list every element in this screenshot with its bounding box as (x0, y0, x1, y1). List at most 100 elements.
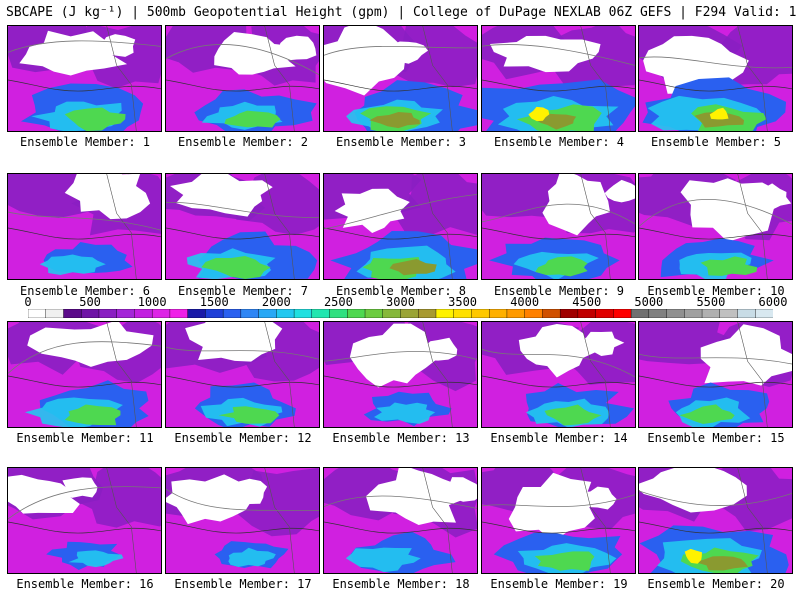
cape-field (224, 110, 281, 128)
colorbar-swatch (506, 309, 526, 318)
colorbar-tick-label: 0 (24, 295, 32, 309)
member-map-16 (7, 467, 162, 574)
cape-field (700, 256, 758, 276)
member-map-2 (165, 25, 320, 132)
colorbar-swatch (169, 309, 189, 318)
state-border (264, 468, 295, 573)
height-contour (639, 353, 792, 365)
colorbar-swatch (205, 309, 224, 318)
zero-cape-area (755, 183, 792, 210)
height-contour (8, 211, 161, 231)
member-map-15 (638, 321, 793, 428)
member-caption: Ensemble Member: 8 (335, 284, 467, 298)
colorbar-swatch (595, 309, 614, 318)
cape-field (709, 107, 729, 120)
colorbar-swatch (524, 309, 543, 318)
zero-cape-area (166, 474, 252, 525)
member-caption: Ensemble Member: 3 (335, 135, 467, 149)
state-border (737, 468, 768, 573)
colorbar-swatch (116, 309, 135, 318)
colorbar-swatch (63, 309, 82, 318)
member-caption: Ensemble Member: 15 (647, 431, 785, 445)
state-border (580, 322, 611, 427)
cape-field (396, 174, 477, 235)
member-caption: Ensemble Member: 11 (16, 431, 154, 445)
zero-cape-area (578, 331, 625, 357)
coastline (639, 521, 792, 534)
colorbar-swatch (151, 309, 171, 318)
state-border (422, 322, 453, 427)
cape-field (695, 556, 749, 571)
coastline (324, 227, 477, 240)
colorbar-tick-label: 6000 (758, 295, 788, 309)
coastline (8, 375, 161, 388)
colorbar-swatch (488, 309, 508, 318)
state-border (264, 322, 295, 427)
height-contour (166, 44, 319, 76)
member-caption: Ensemble Member: 16 (16, 577, 154, 591)
member-map-10 (638, 173, 793, 280)
colorbar-swatch (453, 309, 472, 318)
sbcape-colorbar (28, 309, 773, 318)
cape-field (369, 112, 420, 129)
cape-field (201, 255, 271, 279)
height-contour (482, 494, 635, 507)
colorbar-swatch (613, 309, 632, 318)
zero-cape-area (518, 323, 599, 378)
colorbar-swatch (382, 309, 402, 318)
cape-field (684, 548, 702, 564)
state-border (580, 174, 611, 279)
zero-cape-area (365, 468, 473, 526)
colorbar-swatch (45, 309, 64, 318)
colorbar-tick-label: 2000 (261, 295, 291, 309)
colorbar-swatch (435, 309, 455, 318)
zero-cape-area (277, 35, 317, 61)
member-map-7 (165, 173, 320, 280)
member-caption: Ensemble Member: 19 (490, 577, 628, 591)
member-caption: Ensemble Member: 7 (177, 284, 309, 298)
height-contour (324, 45, 477, 56)
height-contour (8, 40, 161, 53)
coastline (482, 521, 635, 534)
zero-cape-area (170, 174, 273, 217)
zero-cape-area (8, 474, 80, 514)
cape-field (384, 26, 477, 88)
cape-field (679, 404, 735, 424)
cape-field (544, 404, 602, 426)
cape-field (69, 468, 161, 528)
member-map-11 (7, 321, 162, 428)
colorbar-swatch (347, 309, 366, 318)
member-map-12 (165, 321, 320, 428)
state-border (106, 468, 137, 573)
zero-cape-area (604, 179, 635, 203)
colorbar-swatch (240, 309, 260, 318)
zero-cape-area (61, 477, 98, 498)
colorbar-swatch (737, 309, 756, 318)
coastline (166, 79, 319, 92)
height-contour (8, 486, 161, 520)
zero-cape-area (700, 324, 792, 386)
colorbar-swatch (755, 309, 773, 318)
colorbar-tick-label: 4500 (572, 295, 602, 309)
cape-field (374, 402, 436, 424)
colorbar-tick-label: 4000 (510, 295, 540, 309)
colorbar-tick-label: 1000 (137, 295, 167, 309)
cape-field (528, 106, 550, 122)
state-border (106, 26, 137, 131)
coastline (166, 375, 319, 388)
cape-field (68, 550, 124, 568)
zero-cape-area (349, 323, 440, 388)
state-border (422, 468, 453, 573)
coastline (8, 521, 161, 534)
colorbar-swatch (418, 309, 437, 318)
member-caption: Ensemble Member: 1 (19, 135, 151, 149)
zero-cape-area (185, 322, 283, 362)
colorbar-swatch (222, 309, 242, 318)
colorbar-swatch (81, 309, 100, 318)
colorbar-swatch (364, 309, 384, 318)
height-contour (324, 495, 477, 509)
member-map-4 (481, 25, 636, 132)
height-contour (324, 194, 477, 230)
colorbar-swatch (28, 309, 47, 318)
member-caption: Ensemble Member: 5 (650, 135, 782, 149)
